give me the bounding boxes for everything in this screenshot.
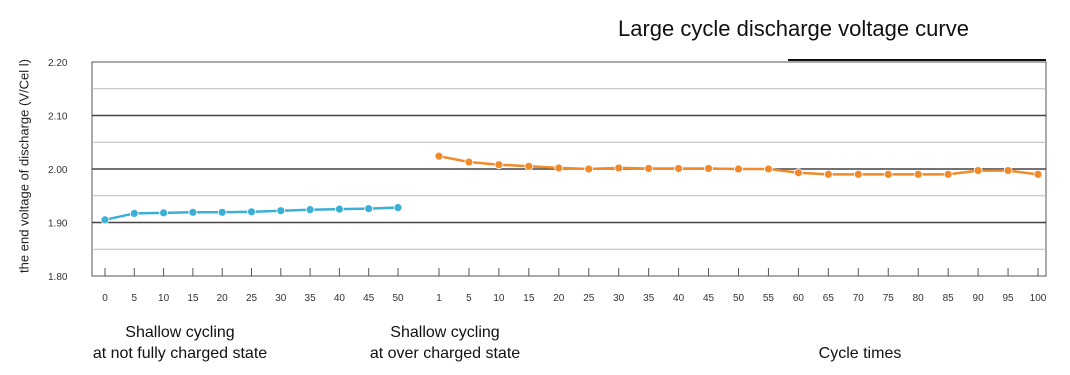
y-tick-labels: 2.20 2.10 2.00 1.90 1.80	[48, 58, 68, 283]
x-tick-label: 25	[583, 293, 595, 304]
x-tick-label: 70	[853, 293, 865, 304]
y-tick-label: 1.90	[48, 219, 68, 230]
x-tick-label: 40	[334, 293, 346, 304]
series-2-point	[494, 160, 504, 170]
series-2-point	[464, 157, 474, 167]
series-2-point	[614, 163, 624, 173]
x-tick-label: 60	[793, 293, 805, 304]
series-2-point	[883, 169, 893, 179]
series-group	[100, 151, 1043, 225]
x-tick-label: 5	[466, 293, 472, 304]
x-axis-label: Cycle times	[818, 345, 902, 362]
series-1-point	[364, 204, 374, 213]
segment2-caption-line1: Shallow cycling	[390, 324, 500, 341]
x-tick-label: 35	[305, 293, 317, 304]
series-1-point	[393, 203, 403, 212]
segment1-caption: Shallow cycling at not fully charged sta…	[55, 322, 305, 364]
x-tick-label: 10	[493, 293, 505, 304]
x-tick-label: 30	[275, 293, 287, 304]
series-2-point	[794, 168, 803, 178]
series-2-point	[734, 164, 743, 174]
y-tick-label: 1.80	[48, 272, 68, 283]
series-2-point	[434, 151, 444, 161]
y-axis-label: the end voltage of discharge (V/Cel l)	[16, 59, 32, 273]
series-1-point	[247, 207, 256, 217]
x-tick-label: 85	[943, 293, 955, 304]
series-2-point	[853, 169, 863, 179]
series-1-point	[100, 215, 110, 225]
x-tick-label: 50	[733, 293, 745, 304]
segment1-caption-line2: at not fully charged state	[92, 345, 268, 362]
series-2-point	[1033, 169, 1043, 179]
series-2-point	[823, 169, 833, 179]
series-2-point	[943, 169, 953, 179]
series-2-point	[524, 161, 534, 171]
x-tick-label: 95	[1002, 293, 1014, 304]
series-1-point	[217, 207, 227, 217]
y-tick-label: 2.10	[48, 112, 68, 123]
x-tick-label: 5	[132, 293, 138, 304]
x-tick-label: 25	[246, 293, 258, 304]
x-tick-label: 20	[553, 293, 565, 304]
series-1-point	[129, 209, 139, 218]
x-tick-label: 15	[187, 293, 199, 304]
x-tick-label: 10	[158, 293, 170, 304]
series-2-point	[764, 164, 773, 174]
series-2-point	[554, 163, 564, 173]
series-1-point	[276, 206, 286, 216]
series-1-point	[334, 204, 344, 214]
x-tick-label: 80	[913, 293, 925, 304]
x-tick-label: 45	[703, 293, 715, 304]
series-1-point	[188, 207, 198, 217]
grid-lines	[91, 61, 1047, 277]
series-2-point	[674, 164, 683, 173]
x-tick-label: 65	[823, 293, 835, 304]
x-tick-label: 50	[392, 293, 404, 304]
x-tick-label: 90	[973, 293, 985, 304]
series-1-point	[305, 205, 315, 215]
x-tick-label: 45	[363, 293, 375, 304]
x-tick-label: 35	[643, 293, 655, 304]
segment2-caption: Shallow cycling at over charged state	[335, 322, 555, 364]
series-1-point	[159, 208, 169, 218]
x-tick-label: 30	[613, 293, 625, 304]
series-2-point	[913, 169, 923, 179]
segment2-caption-line2: at over charged state	[369, 345, 521, 362]
series-2-point	[1003, 166, 1013, 176]
series-2-point	[644, 164, 654, 173]
y-tick-label: 2.00	[48, 165, 68, 176]
chart-title: Large cycle discharge voltage curve	[618, 16, 969, 41]
x-tick-label: 100	[1030, 293, 1047, 304]
x-tick-labels: 0 5 10 15 20 25 30 35 40 45 50 1 5 10 15 20 25 30 35 40 45 50…	[102, 268, 1047, 304]
x-tick-label: 15	[523, 293, 535, 304]
x-tick-label: 55	[763, 293, 775, 304]
title-underline	[788, 59, 1046, 61]
segment1-caption-line1: Shallow cycling	[125, 324, 235, 341]
x-tick-label: 0	[102, 293, 108, 304]
x-tick-label: 1	[436, 293, 442, 304]
x-tick-label: 75	[883, 293, 895, 304]
series-2-point	[584, 164, 594, 174]
x-tick-label: 20	[217, 293, 229, 304]
y-tick-label: 2.20	[48, 58, 68, 69]
series-2-point	[973, 166, 983, 176]
series-2-point	[704, 164, 713, 173]
x-tick-label: 40	[673, 293, 685, 304]
